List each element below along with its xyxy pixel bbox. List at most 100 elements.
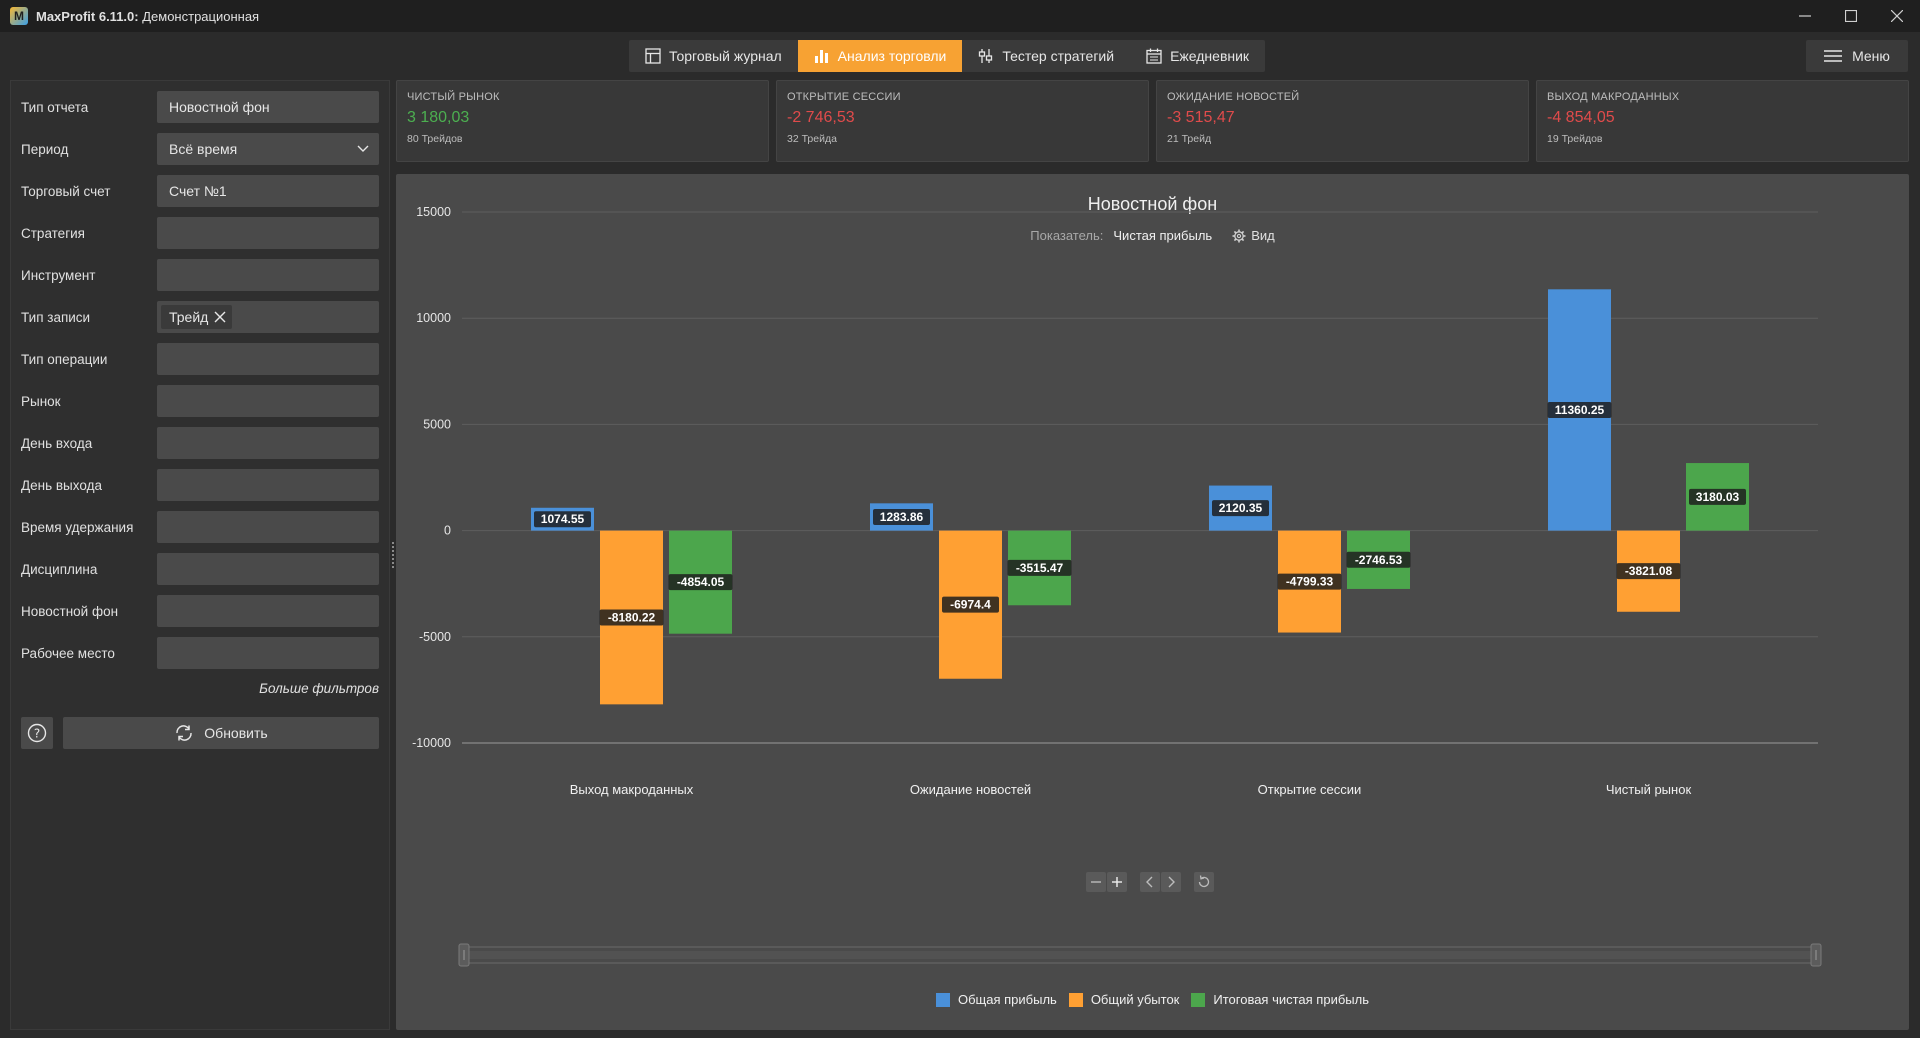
data-label: -3515.47 bbox=[1007, 559, 1072, 576]
operation-type-field[interactable] bbox=[157, 343, 379, 375]
filter-label: Инструмент bbox=[21, 267, 96, 283]
close-button[interactable] bbox=[1874, 0, 1920, 32]
card-trade-count: 32 Трейда bbox=[787, 133, 837, 145]
exit-day-field[interactable] bbox=[157, 469, 379, 501]
maximize-button[interactable] bbox=[1828, 0, 1874, 32]
svg-text:3180.03: 3180.03 bbox=[1696, 490, 1740, 504]
data-label: -4799.33 bbox=[1277, 573, 1342, 590]
filter-label: Время удержания bbox=[21, 519, 134, 535]
more-filters-link[interactable]: Больше фильтров bbox=[259, 681, 379, 696]
filter-record-type: Тип записи Трейд bbox=[11, 301, 391, 333]
legend-item-net-profit[interactable]: Итоговая чистая прибыль bbox=[1191, 992, 1369, 1007]
account-field[interactable]: Счет №1 bbox=[157, 175, 379, 207]
summary-card-session-open: ОТКРЫТИЕ СЕССИИ -2 746,53 32 Трейда bbox=[776, 80, 1149, 162]
title-bar: M MaxProfit 6.11.0: Демонстрационная bbox=[0, 0, 1920, 32]
reset-zoom-button[interactable] bbox=[1194, 872, 1214, 892]
indicator-select[interactable]: Чистая прибыль bbox=[1113, 228, 1213, 243]
panel-splitter-handle[interactable] bbox=[391, 540, 395, 570]
y-tick-label: -10000 bbox=[412, 736, 451, 750]
bar-chart: 15000 10000 5000 0 -5000 -10000 1074.55 -8180.… bbox=[412, 205, 1822, 967]
market-field[interactable] bbox=[157, 385, 379, 417]
view-settings-button[interactable]: Вид bbox=[1232, 228, 1275, 243]
tab-trade-analysis[interactable]: Анализ торговли bbox=[797, 40, 963, 72]
chart-legend: Общая прибыль Общий убыток Итоговая чист… bbox=[396, 992, 1909, 1007]
card-title: ОТКРЫТИЕ СЕССИИ bbox=[787, 91, 901, 103]
zoom-in-button[interactable] bbox=[1107, 872, 1127, 892]
data-label: 2120.35 bbox=[1212, 500, 1269, 517]
chart-category-labels: Выход макроданных Ожидание новостей Открыт… bbox=[570, 782, 1692, 797]
filter-label: День выхода bbox=[21, 477, 102, 493]
instrument-field[interactable] bbox=[157, 259, 379, 291]
minimize-button[interactable] bbox=[1782, 0, 1828, 32]
chevron-down-icon bbox=[357, 145, 369, 152]
hamburger-icon bbox=[1824, 50, 1843, 62]
scrollbar-left-handle[interactable] bbox=[458, 943, 470, 967]
data-label: -4854.05 bbox=[668, 574, 733, 591]
data-label: 1074.55 bbox=[534, 511, 591, 528]
pan-right-button[interactable] bbox=[1161, 872, 1181, 892]
card-value: 3 180,03 bbox=[407, 109, 470, 126]
menu-button[interactable]: Меню bbox=[1806, 40, 1908, 72]
summary-card-clean-market: ЧИСТЫЙ РЫНОК 3 180,03 80 Трейдов bbox=[396, 80, 769, 162]
zoom-out-button[interactable] bbox=[1086, 872, 1106, 892]
indicator-label: Показатель: bbox=[1030, 228, 1104, 243]
svg-text:2120.35: 2120.35 bbox=[1219, 501, 1263, 515]
legend-swatch bbox=[1191, 992, 1206, 1007]
tab-planner[interactable]: Ежедневник bbox=[1130, 40, 1265, 72]
record-type-field[interactable]: Трейд bbox=[157, 301, 379, 333]
legend-item-total-profit[interactable]: Общая прибыль bbox=[935, 992, 1057, 1007]
legend-label: Итоговая чистая прибыль bbox=[1213, 992, 1369, 1007]
summary-card-macro-release: ВЫХОД МАКРОДАННЫХ -4 854,05 19 Трейдов bbox=[1536, 80, 1909, 162]
refresh-button[interactable]: Обновить bbox=[63, 717, 379, 749]
strategy-field[interactable] bbox=[157, 217, 379, 249]
filter-entry-day: День входа bbox=[11, 427, 391, 459]
scrollbar-right-handle[interactable] bbox=[1810, 943, 1822, 967]
holding-time-field[interactable] bbox=[157, 511, 379, 543]
filter-discipline: Дисциплина bbox=[11, 553, 391, 585]
chart-scrollbar[interactable] bbox=[461, 946, 1819, 964]
filter-label: Тип записи bbox=[21, 309, 91, 325]
filter-exit-day: День выхода bbox=[11, 469, 391, 501]
legend-item-total-loss[interactable]: Общий убыток bbox=[1068, 992, 1179, 1007]
period-select[interactable]: Всё время bbox=[157, 133, 379, 165]
tab-trading-journal[interactable]: Торговый журнал bbox=[629, 40, 798, 72]
field-value: Новостной фон bbox=[169, 99, 270, 115]
record-type-chip: Трейд bbox=[161, 305, 233, 329]
card-trade-count: 80 Трейдов bbox=[407, 133, 463, 145]
filter-label: Период bbox=[21, 141, 69, 157]
help-button[interactable]: ? bbox=[21, 717, 53, 749]
svg-text:-2746.53: -2746.53 bbox=[1355, 553, 1403, 567]
report-type-field[interactable]: Новостной фон bbox=[157, 91, 379, 123]
y-tick-label: -5000 bbox=[419, 630, 451, 644]
legend-label: Общая прибыль bbox=[957, 992, 1057, 1007]
news-background-field[interactable] bbox=[157, 595, 379, 627]
y-tick-label: 15000 bbox=[416, 205, 451, 219]
svg-text:-4854.05: -4854.05 bbox=[677, 575, 725, 589]
tab-label: Тестер стратегий bbox=[1002, 48, 1115, 64]
close-icon bbox=[1891, 10, 1903, 22]
tab-label: Ежедневник bbox=[1170, 48, 1250, 64]
tab-strategy-tester[interactable]: Тестер стратегий bbox=[962, 40, 1130, 72]
svg-text:11360.25: 11360.25 bbox=[1555, 403, 1605, 417]
filter-account: Торговый счет Счет №1 bbox=[11, 175, 391, 207]
x-category-label: Чистый рынок bbox=[1606, 782, 1692, 797]
filter-period: Период Всё время bbox=[11, 133, 391, 165]
card-trade-count: 19 Трейдов bbox=[1547, 133, 1603, 145]
minimize-icon bbox=[1799, 15, 1811, 17]
svg-text:-4799.33: -4799.33 bbox=[1286, 575, 1334, 589]
refresh-icon bbox=[176, 725, 193, 741]
chip-remove-button[interactable] bbox=[214, 311, 226, 323]
entry-day-field[interactable] bbox=[157, 427, 379, 459]
filter-label: Тип операции bbox=[21, 351, 108, 367]
pan-left-button[interactable] bbox=[1140, 872, 1160, 892]
svg-text:-3821.08: -3821.08 bbox=[1625, 564, 1673, 578]
discipline-field[interactable] bbox=[157, 553, 379, 585]
card-title: ОЖИДАНИЕ НОВОСТЕЙ bbox=[1167, 91, 1300, 103]
card-trade-count: 21 Трейд bbox=[1167, 133, 1212, 145]
filter-label: Рынок bbox=[21, 393, 61, 409]
filter-label: Тип отчета bbox=[21, 99, 89, 115]
indicator-bar: Показатель: Чистая прибыль Вид bbox=[396, 228, 1909, 243]
x-category-label: Выход макроданных bbox=[570, 782, 694, 797]
workplace-field[interactable] bbox=[157, 637, 379, 669]
data-label: 3180.03 bbox=[1689, 488, 1746, 505]
